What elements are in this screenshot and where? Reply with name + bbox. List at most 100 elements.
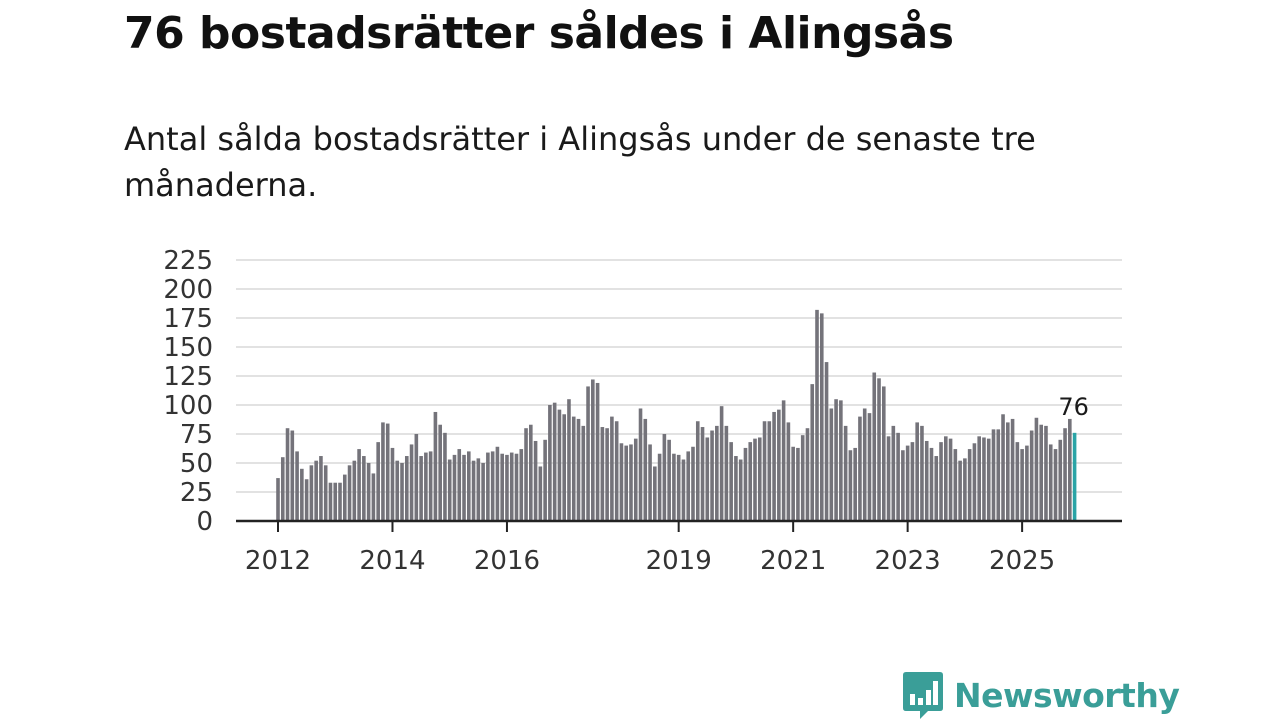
bar — [853, 447, 857, 521]
bar — [757, 437, 762, 521]
bar — [667, 439, 671, 521]
bar — [304, 479, 309, 521]
bar — [624, 445, 629, 521]
bar — [366, 463, 371, 521]
bar — [414, 434, 419, 521]
bar — [929, 447, 934, 521]
bar — [1010, 418, 1015, 521]
bar — [824, 362, 829, 521]
bar — [447, 459, 452, 521]
bar — [323, 465, 328, 521]
bar — [371, 473, 376, 521]
bar — [314, 460, 318, 521]
bar — [1020, 449, 1024, 521]
bar — [443, 432, 447, 521]
bar — [948, 438, 953, 521]
bar — [605, 428, 609, 521]
bar — [963, 458, 967, 521]
bar — [1044, 425, 1048, 521]
bar — [719, 406, 724, 521]
bar — [1068, 418, 1072, 521]
bar — [800, 435, 805, 521]
bar — [867, 413, 872, 521]
bar — [872, 372, 877, 521]
bar — [695, 421, 700, 521]
bar — [543, 439, 547, 521]
bar — [843, 425, 848, 521]
bar — [357, 449, 361, 521]
bar — [395, 460, 400, 521]
bar — [276, 478, 280, 521]
bar — [839, 400, 843, 521]
bar — [529, 424, 533, 521]
bar — [1034, 417, 1039, 521]
bar — [419, 456, 423, 521]
bar — [1029, 430, 1034, 521]
bar — [781, 400, 786, 521]
bar — [295, 451, 299, 521]
bar — [409, 444, 414, 521]
y-tick-label: 200 — [163, 275, 213, 305]
y-tick-label: 100 — [163, 391, 213, 421]
bar — [1039, 424, 1043, 521]
bar — [924, 440, 929, 521]
bar — [390, 447, 395, 521]
bar — [734, 456, 738, 521]
bar — [791, 446, 795, 521]
bar — [1025, 445, 1029, 521]
bar — [333, 482, 338, 521]
bar — [676, 454, 681, 521]
bar — [910, 442, 915, 521]
bar — [705, 437, 710, 521]
bar — [944, 436, 948, 521]
bar — [743, 447, 748, 521]
bar — [629, 444, 633, 521]
y-tick-label: 0 — [196, 507, 213, 537]
bar — [309, 465, 314, 521]
bar — [810, 384, 815, 521]
bar — [996, 429, 1001, 521]
chart-subtitle: Antal sålda bostadsrätter i Alingsås und… — [124, 120, 1036, 204]
bar — [748, 442, 753, 521]
y-tick-label: 150 — [163, 333, 213, 363]
bar — [772, 411, 776, 521]
x-tick-label: 2019 — [646, 546, 712, 576]
bar — [285, 428, 290, 521]
bar — [905, 445, 910, 521]
bar — [982, 437, 986, 521]
bar — [290, 430, 295, 521]
bar — [796, 447, 800, 521]
bar — [533, 440, 538, 521]
bar — [1001, 414, 1005, 521]
bar — [1058, 439, 1063, 521]
bar — [562, 414, 566, 521]
bar — [858, 416, 862, 521]
bar — [505, 454, 509, 521]
y-tick-label: 225 — [163, 246, 213, 276]
bar — [567, 399, 571, 521]
bar — [829, 408, 834, 521]
x-tick-label: 2025 — [989, 546, 1055, 576]
bar — [476, 458, 481, 521]
bar — [819, 313, 824, 521]
newsworthy-logo-icon — [903, 672, 943, 719]
bar — [381, 422, 385, 521]
bar — [538, 466, 543, 521]
bar — [1048, 444, 1053, 521]
bar — [848, 450, 853, 521]
bar — [672, 453, 676, 521]
bar — [729, 442, 733, 521]
bar — [342, 474, 347, 521]
bar — [404, 456, 409, 521]
x-tick-label: 2021 — [760, 546, 826, 576]
bar — [328, 482, 333, 521]
bar — [901, 450, 905, 521]
bar — [805, 428, 810, 521]
latest-value-label: 76 — [1058, 393, 1089, 421]
bar — [972, 443, 977, 521]
bar — [767, 421, 772, 521]
bar — [753, 438, 757, 521]
bar — [519, 449, 524, 521]
bar — [896, 432, 900, 521]
